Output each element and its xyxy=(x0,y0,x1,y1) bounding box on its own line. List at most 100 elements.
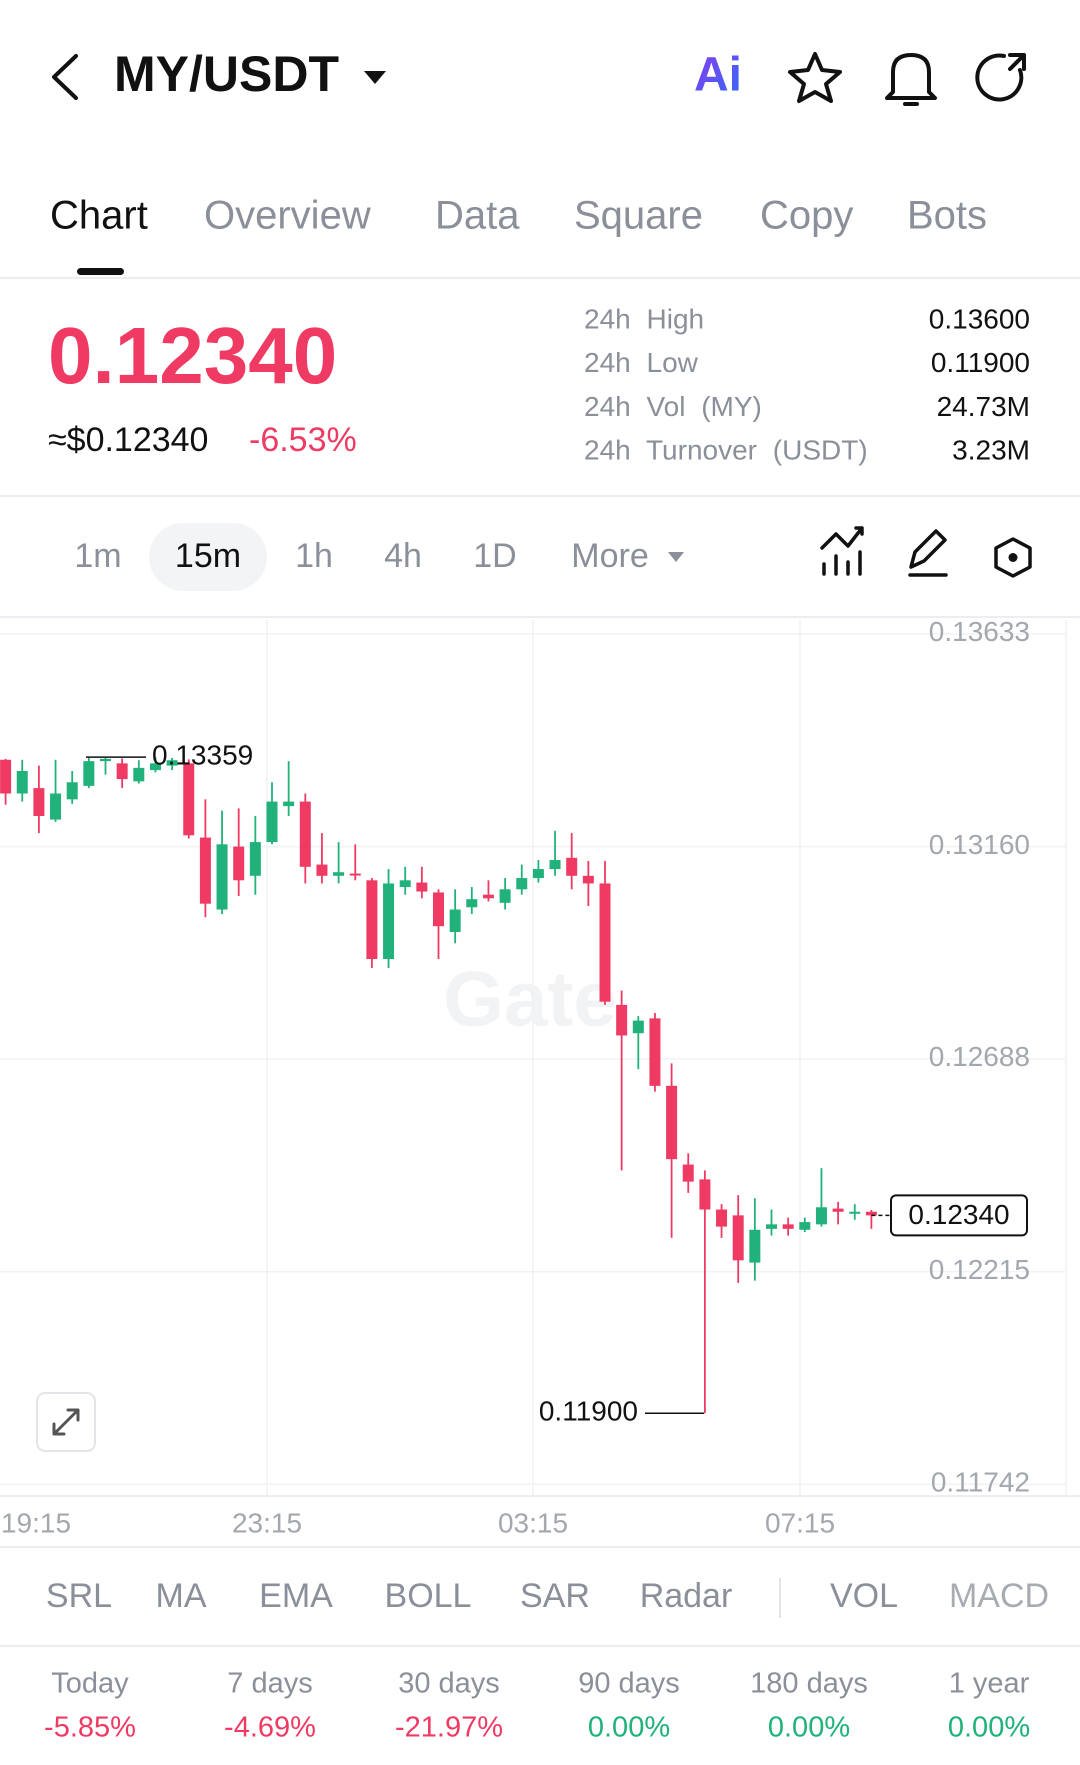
period-label: 30 days xyxy=(398,1668,500,1700)
indicator-icon xyxy=(820,526,864,576)
y-tick-label: 0.13633 xyxy=(929,616,1030,647)
candle-body xyxy=(732,1215,744,1261)
indicator-tab[interactable]: MA xyxy=(156,1577,207,1615)
back-button[interactable] xyxy=(52,54,78,100)
interval[interactable]: 15m xyxy=(175,537,241,575)
indicator-tab[interactable]: SAR xyxy=(520,1577,590,1615)
candle-body xyxy=(766,1224,777,1229)
interval-bar: 1m 15m 1h 4h 1D More xyxy=(74,523,649,591)
candle-body xyxy=(433,892,444,927)
candle-body xyxy=(349,873,361,876)
interval[interactable]: 1h xyxy=(295,537,333,575)
stat-value: 24.73M xyxy=(937,391,1030,422)
y-tick-label: 0.11742 xyxy=(931,1467,1030,1498)
indicator-tab[interactable]: Radar xyxy=(640,1577,733,1615)
candle-body xyxy=(100,758,111,762)
favorite-button[interactable] xyxy=(788,52,842,103)
performance-row: Today -5.85% 7 days -4.69% 30 days -21.97% 90 … xyxy=(44,1668,1030,1744)
last-price-box xyxy=(890,1194,1028,1237)
candle-body xyxy=(133,767,145,782)
indicator-bar: SRL MA EMA BOLL SAR Radar VOL MACD xyxy=(46,1577,1049,1618)
candle-body xyxy=(599,883,611,1002)
tab[interactable]: Copy xyxy=(760,194,853,238)
stat-value: 3.23M xyxy=(952,434,1030,465)
candle-body xyxy=(499,889,511,903)
candle-body xyxy=(16,771,28,794)
candle-body xyxy=(449,909,461,933)
candle-body xyxy=(582,875,594,884)
period-change: -5.85% xyxy=(44,1712,136,1744)
pencil-icon xyxy=(908,529,948,577)
stat-label: 24h Low xyxy=(584,347,699,378)
y-tick-label: 0.12688 xyxy=(929,1041,1030,1072)
period-change: -4.69% xyxy=(224,1712,316,1744)
hexagon-dot xyxy=(1008,553,1018,562)
candle-body xyxy=(183,763,195,836)
fullscreen-button[interactable] xyxy=(36,1392,96,1452)
stat-label: 24h High xyxy=(584,303,704,334)
bell-icon xyxy=(885,53,937,106)
tab[interactable]: Data xyxy=(435,194,520,238)
candle-body xyxy=(666,1085,678,1160)
candle-body xyxy=(233,846,245,881)
tab[interactable]: Bots xyxy=(907,194,987,238)
share-icon xyxy=(975,53,1026,102)
draw-button[interactable] xyxy=(908,529,948,577)
candle-body xyxy=(782,1224,794,1229)
y-tick-label: 0.12215 xyxy=(929,1254,1030,1285)
settings-button[interactable] xyxy=(994,537,1032,578)
period-change: -21.97% xyxy=(395,1712,503,1744)
interval[interactable]: 4h xyxy=(384,537,422,575)
candle-body xyxy=(682,1164,694,1182)
tab[interactable]: Overview xyxy=(204,194,371,238)
indicator-tab[interactable]: BOLL xyxy=(385,1577,472,1615)
pair-dropdown[interactable] xyxy=(364,71,386,84)
watermark: Gate xyxy=(443,955,616,1043)
candle-body xyxy=(466,899,478,908)
stat-value: 0.13600 xyxy=(929,303,1030,334)
candle-body xyxy=(482,894,494,899)
indicator-tab[interactable]: VOL xyxy=(830,1577,898,1615)
candle-body xyxy=(399,880,411,888)
y-tick-label: 0.13160 xyxy=(929,829,1030,860)
period-label: 7 days xyxy=(227,1668,312,1700)
period-change: 0.00% xyxy=(948,1712,1030,1744)
candle-body xyxy=(532,869,544,879)
period-change: 0.00% xyxy=(768,1712,850,1744)
alert-button[interactable] xyxy=(885,53,937,106)
last-price: 0.12340 xyxy=(48,311,337,400)
tab[interactable]: Square xyxy=(574,194,703,238)
back-icon xyxy=(52,54,78,100)
share-button[interactable] xyxy=(975,53,1026,102)
interval[interactable]: 1D xyxy=(473,537,516,575)
period-change: 0.00% xyxy=(588,1712,670,1744)
candle-body xyxy=(166,760,178,766)
x-tick-label: 03:15 xyxy=(498,1507,568,1538)
interval[interactable]: 1m xyxy=(74,537,121,575)
ai-button[interactable]: Ai xyxy=(694,49,742,102)
candle-body xyxy=(299,801,311,867)
tab[interactable]: Chart xyxy=(50,194,148,238)
indicator-button[interactable] xyxy=(820,526,864,576)
indicator-tab[interactable]: MACD xyxy=(949,1577,1049,1615)
stat-value: 0.11900 xyxy=(931,347,1030,378)
candle-body xyxy=(566,857,578,876)
candle-body xyxy=(799,1222,811,1230)
candle-body xyxy=(832,1208,844,1212)
candle-body xyxy=(50,793,62,820)
indicator-tab[interactable]: EMA xyxy=(259,1577,333,1615)
interval[interactable]: More xyxy=(571,537,648,575)
candle-body xyxy=(649,1018,661,1086)
candle-body xyxy=(815,1207,827,1225)
candle-body xyxy=(266,801,278,843)
pair-title[interactable]: MY/USDT xyxy=(114,46,339,102)
indicator-tab[interactable]: SRL xyxy=(46,1577,112,1615)
candle-body xyxy=(0,759,12,794)
candle-body xyxy=(33,788,45,816)
candle-body xyxy=(149,763,161,771)
candle-body xyxy=(249,842,261,876)
more-dropdown[interactable] xyxy=(668,552,684,562)
candle-body xyxy=(283,801,295,807)
stat-label: 24h Vol (MY) xyxy=(584,391,762,422)
